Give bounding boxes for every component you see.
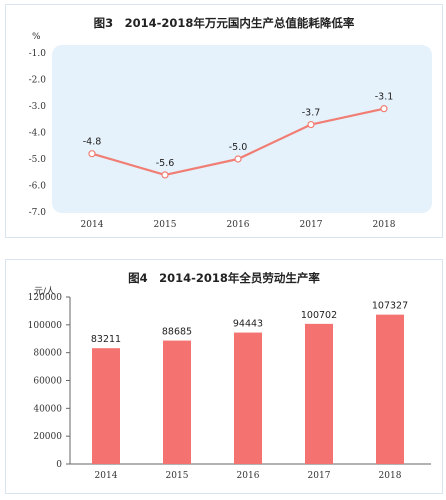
bar-chart-marks: 120000 100000 80000 60000 40000 20000 0 2014 201… [28, 293, 408, 481]
y-tick-label: 120000 [28, 293, 63, 303]
data-point [88, 150, 96, 158]
x-tick-label: 2014 [81, 220, 104, 230]
plot-area [52, 45, 432, 213]
y-tick-label: -3.0 [29, 102, 47, 112]
chart-panel-productivity: 图4 2014-2018年全员劳动生产率 元/人 120000 100000 800… [5, 259, 443, 494]
data-label: -5.6 [156, 158, 175, 169]
bar [305, 323, 333, 464]
y-tick-label: 40000 [33, 404, 62, 414]
y-tick-label: -1.0 [29, 49, 47, 59]
data-label: -4.8 [83, 137, 102, 148]
data-label: -5.0 [229, 142, 248, 153]
data-point [161, 171, 169, 179]
line-chart-marks: -1.0 -2.0 -3.0 -4.0 -5.0 -6.0 -7.0 2014 2015 2016… [29, 49, 396, 230]
x-tick-label: 2017 [308, 471, 331, 481]
chart-title: 图3 2014-2018年万元国内生产总值能耗降低率 [94, 16, 355, 30]
y-tick-label: 0 [56, 460, 62, 470]
bar [163, 340, 191, 464]
energy-line-chart: 图3 2014-2018年万元国内生产总值能耗降低率 % -1.0 -2.0 -3.… [29, 16, 432, 230]
productivity-bar-chart: 图4 2014-2018年全员劳动生产率 元/人 120000 100000 800… [28, 271, 431, 481]
x-tick-label: 2018 [373, 220, 396, 230]
y-tick-label: 60000 [33, 377, 62, 387]
x-tick-label: 2016 [237, 471, 260, 481]
data-point [380, 105, 388, 113]
y-tick-label: 80000 [33, 349, 62, 359]
x-tick-label: 2016 [227, 220, 250, 230]
chart-title: 图4 2014-2018年全员劳动生产率 [128, 271, 320, 285]
y-tick-label: 20000 [33, 432, 62, 442]
data-label: -3.7 [302, 108, 321, 119]
y-tick-label: -4.0 [29, 129, 47, 139]
x-tick-label: 2015 [166, 471, 189, 481]
y-tick-label: -7.0 [29, 208, 47, 218]
y-tick-label: 100000 [28, 321, 63, 331]
x-tick-label: 2014 [95, 471, 118, 481]
data-label: 107327 [372, 301, 408, 312]
data-label: 88685 [162, 327, 192, 338]
data-point [234, 155, 242, 163]
chart-panel-energy: 图3 2014-2018年万元国内生产总值能耗降低率 % -1.0 -2.0 -3.… [5, 4, 443, 238]
y-tick-label: -2.0 [29, 76, 47, 86]
bar [92, 348, 120, 464]
y-tick-label: -6.0 [29, 182, 47, 192]
x-tick-label: 2015 [154, 220, 177, 230]
y-unit-label: 元/人 [34, 286, 55, 297]
data-label: 100702 [301, 310, 337, 321]
data-label: 83211 [91, 334, 121, 345]
data-label: 94443 [233, 319, 263, 330]
data-label: -3.1 [375, 92, 394, 103]
y-tick-label: -5.0 [29, 155, 47, 165]
data-point [307, 120, 315, 129]
x-tick-label: 2017 [300, 220, 323, 230]
y-unit-label: % [32, 32, 41, 42]
bar [234, 332, 262, 464]
bar [376, 314, 404, 464]
x-tick-label: 2018 [379, 471, 402, 481]
